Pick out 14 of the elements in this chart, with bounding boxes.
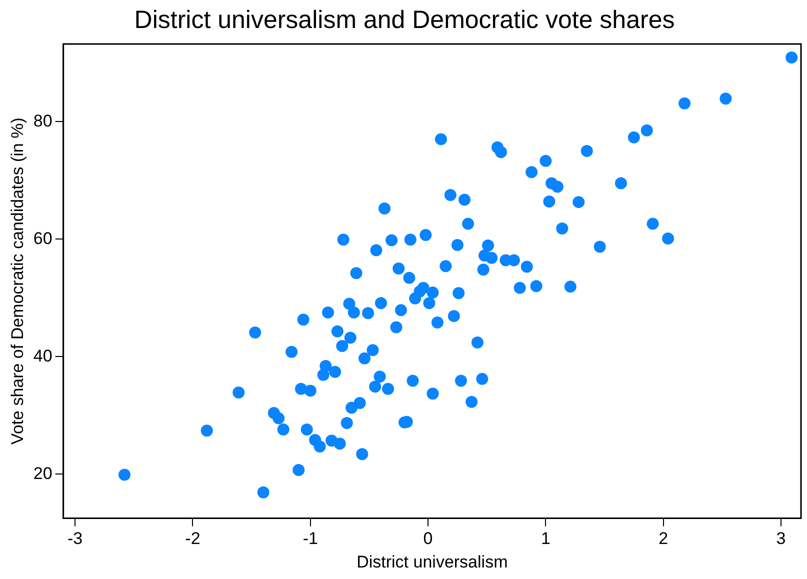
x-tick-label: -2 xyxy=(185,529,200,548)
x-tick-label: 1 xyxy=(540,529,550,548)
y-tick-label: 20 xyxy=(33,464,52,483)
chart-title: District universalism and Democratic vote shares xyxy=(134,6,675,34)
x-tick-label: -3 xyxy=(68,529,83,548)
y-tick-label: 40 xyxy=(33,346,52,366)
y-axis-title: Vote share of Democratic candidates (in %) xyxy=(8,118,27,445)
y-tick-label: 80 xyxy=(33,111,52,130)
y-tick-label: 60 xyxy=(33,228,52,248)
x-axis-title: District universalism xyxy=(356,552,508,572)
x-tick-label: -1 xyxy=(302,529,318,548)
x-tick-label: 0 xyxy=(423,529,433,548)
x-tick-label: 2 xyxy=(658,529,668,548)
x-tick-label: 3 xyxy=(776,529,786,548)
